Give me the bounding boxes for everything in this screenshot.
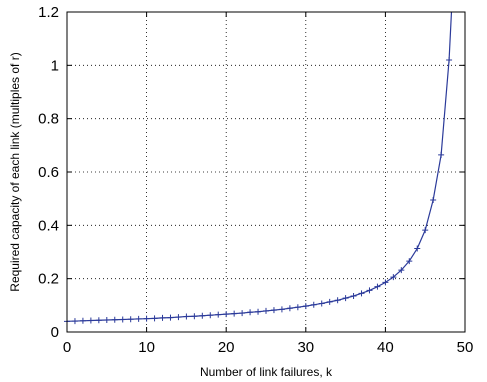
data-point-marker	[167, 314, 174, 321]
data-point-marker	[263, 307, 269, 314]
data-point-marker	[119, 316, 126, 323]
data-point-marker	[310, 301, 317, 308]
x-tick-label: 20	[218, 339, 235, 356]
data-point-marker	[103, 317, 110, 323]
data-point-marker	[382, 279, 389, 286]
data-point-marker	[159, 314, 166, 321]
data-point-marker	[71, 318, 78, 325]
data-point-marker	[215, 311, 222, 318]
x-tick-label: 50	[457, 339, 474, 356]
data-point-marker	[446, 57, 453, 63]
data-point-marker	[175, 314, 182, 321]
data-point-marker	[342, 295, 349, 302]
data-point-marker	[191, 313, 198, 320]
data-point-marker	[358, 290, 365, 297]
data-point-marker	[231, 310, 238, 317]
data-point-marker	[278, 306, 285, 313]
y-tick-label: 0.4	[38, 217, 59, 234]
plot-frame	[66, 11, 466, 333]
x-axis-label: Number of link failures, k	[200, 365, 333, 379]
data-point-marker	[366, 287, 373, 294]
data-point-marker	[255, 308, 262, 315]
data-point-marker	[390, 274, 397, 281]
data-point-marker	[430, 197, 437, 203]
data-point-marker	[398, 267, 405, 274]
y-tick-label: 0.6	[38, 164, 59, 181]
x-tick-label: 10	[138, 339, 155, 356]
data-point-marker	[247, 309, 254, 316]
data-point-marker	[302, 303, 309, 310]
x-tick-label: 0	[63, 339, 71, 356]
data-point-marker	[318, 300, 325, 307]
series-markers	[64, 57, 453, 325]
data-point-marker	[111, 316, 118, 323]
plot-area	[67, 12, 465, 332]
y-axis-label: Required capacity of each link (multiple…	[8, 52, 22, 291]
data-point-marker	[143, 315, 150, 322]
data-point-marker	[374, 283, 381, 290]
y-tick-label: 1.2	[38, 4, 59, 21]
grid-lines	[67, 12, 465, 332]
data-point-marker	[334, 297, 341, 304]
x-tick-label: 40	[377, 339, 394, 356]
data-point-marker	[95, 317, 102, 324]
y-tick-label: 0.2	[38, 271, 59, 288]
data-point-marker	[151, 315, 158, 322]
x-tick-labels: 0 10 20 30 40 50	[63, 339, 474, 356]
data-point-marker	[294, 304, 301, 311]
data-point-marker	[135, 315, 142, 322]
data-point-marker	[183, 313, 190, 320]
y-tick-label: 0	[51, 324, 59, 341]
data-point-marker	[127, 316, 134, 323]
data-point-marker	[87, 317, 94, 324]
y-tick-label: 1	[51, 57, 59, 74]
data-point-marker	[199, 312, 206, 319]
data-point-marker	[438, 151, 445, 158]
x-tick-label: 30	[297, 339, 314, 356]
data-point-marker	[223, 311, 230, 318]
data-point-marker	[326, 298, 333, 305]
data-point-marker	[286, 305, 293, 312]
data-point-marker	[207, 312, 214, 319]
data-point-marker	[406, 258, 413, 265]
y-tick-labels: 0 0.2 0.4 0.6 0.8 1 1.2	[38, 4, 59, 341]
data-point-marker	[422, 227, 429, 234]
data-point-marker	[414, 245, 421, 252]
data-point-marker	[270, 307, 277, 314]
data-point-marker	[239, 310, 246, 317]
data-point-marker	[350, 293, 357, 299]
y-tick-label: 0.8	[38, 111, 59, 128]
data-point-marker	[79, 317, 86, 324]
